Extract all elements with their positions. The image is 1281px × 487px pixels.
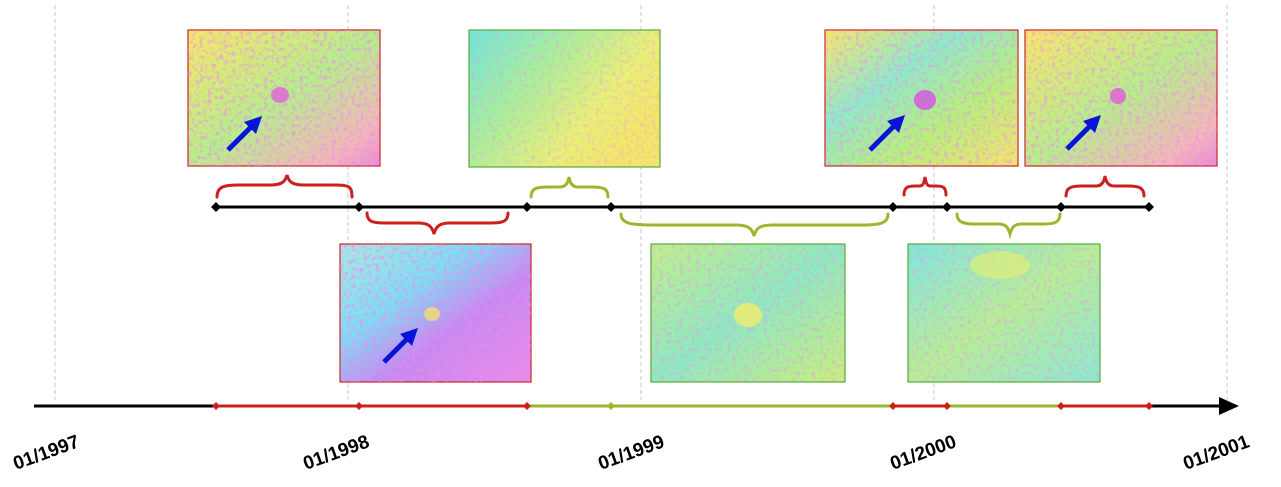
tick-label-1998: 01/1998: [301, 431, 373, 474]
diamond-marker-icon: [212, 402, 1153, 410]
tick-label-1999: 01/1999: [596, 431, 668, 474]
tick-label-2000: 01/2000: [888, 431, 960, 474]
interferogram-panel-4: [1024, 29, 1218, 167]
brace-icon: [619, 212, 890, 237]
interval-braces-upper: [215, 174, 1146, 199]
time-axis: [34, 397, 1239, 415]
brace-icon: [529, 176, 610, 199]
brace-icon: [365, 211, 510, 235]
tick-label-2001: 01/2001: [1181, 431, 1253, 474]
tick-label-1997: 01/1997: [11, 431, 83, 474]
diamond-marker-icon: [211, 202, 1154, 212]
interferogram-panel-3: [824, 29, 1019, 167]
interferogram-panel-5: [339, 243, 532, 383]
interferogram-panel-2: [468, 29, 661, 168]
acquisition-line: [211, 202, 1154, 212]
arrow-right-icon: [1219, 397, 1239, 415]
blue-arrow-icon: [868, 115, 905, 152]
interferogram-panel-6: [650, 243, 846, 383]
interferogram-panel-7: [907, 243, 1101, 383]
brace-icon: [1064, 175, 1146, 198]
blue-arrow-icon: [226, 116, 262, 152]
interferogram-panel-1: [187, 29, 381, 167]
blue-arrow-icon: [1065, 115, 1101, 151]
blue-arrow-icon: [382, 328, 418, 364]
brace-icon: [902, 176, 948, 197]
brace-icon: [215, 174, 354, 199]
tick-labels: 01/1997 01/1998 01/1999 01/2000 01/2001: [11, 431, 1253, 474]
interval-braces-lower: [365, 211, 1062, 240]
brace-icon: [955, 212, 1062, 240]
